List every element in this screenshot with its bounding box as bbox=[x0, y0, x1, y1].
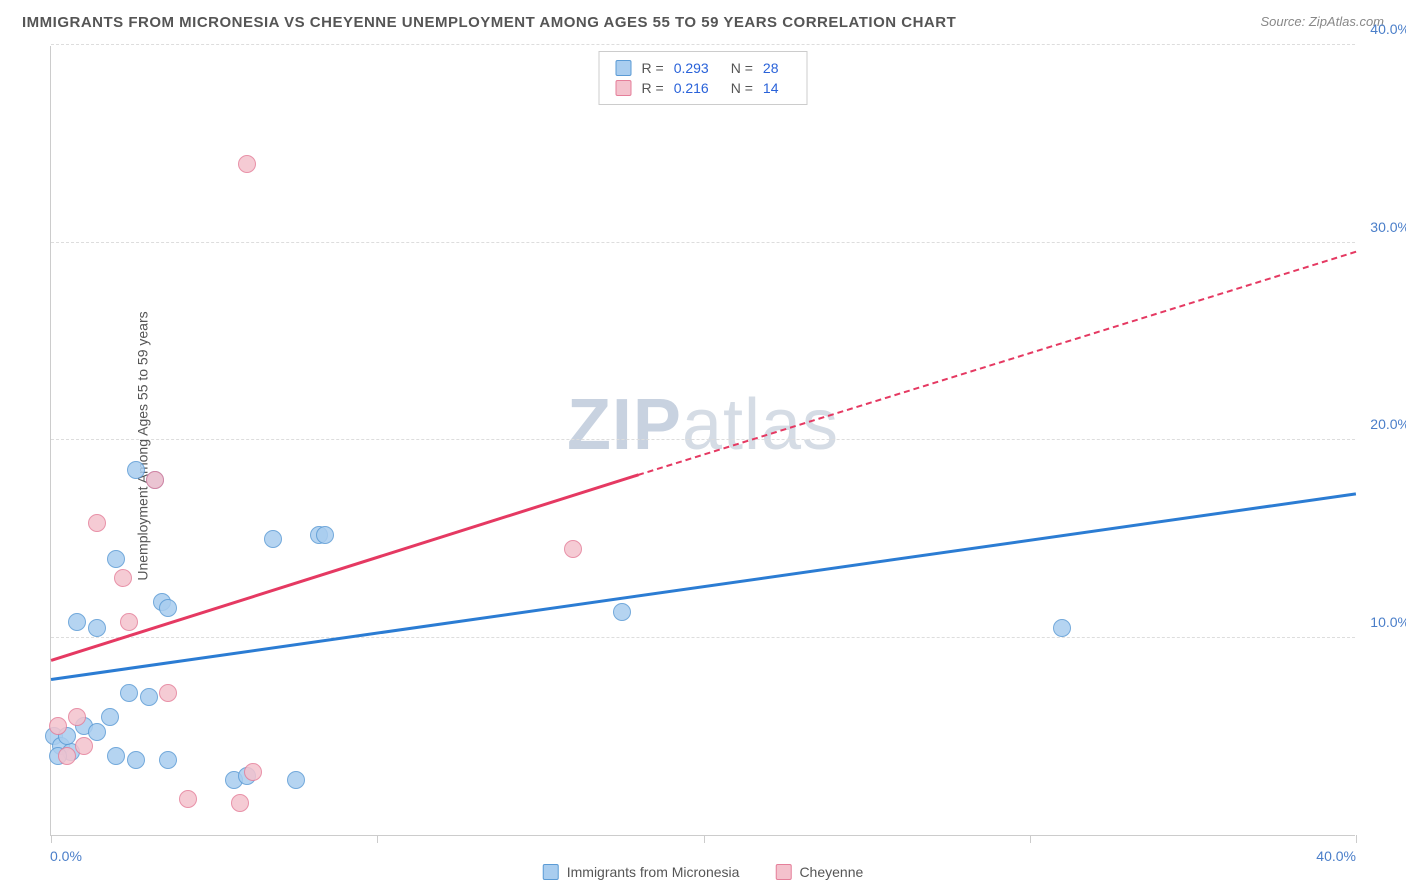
data-point bbox=[88, 723, 106, 741]
data-point bbox=[159, 751, 177, 769]
watermark-bold: ZIP bbox=[567, 385, 682, 465]
x-axis-tick bbox=[704, 835, 705, 843]
data-point bbox=[231, 794, 249, 812]
x-axis-tick-label-max: 40.0% bbox=[1316, 848, 1356, 864]
source-attribution: Source: ZipAtlas.com bbox=[1260, 14, 1384, 29]
legend-item: Cheyenne bbox=[775, 864, 863, 880]
stats-row: R = 0.293 N = 28 bbox=[616, 58, 791, 78]
data-point bbox=[120, 684, 138, 702]
data-point bbox=[58, 747, 76, 765]
x-axis-tick bbox=[377, 835, 378, 843]
x-axis-tick bbox=[1356, 835, 1357, 843]
plot-area: ZIPatlas R = 0.293 N = 28 R = 0.216 N = … bbox=[50, 46, 1355, 836]
series-swatch-icon bbox=[616, 60, 632, 76]
data-point bbox=[75, 737, 93, 755]
legend-label: Immigrants from Micronesia bbox=[567, 864, 740, 880]
y-axis-tick-label: 10.0% bbox=[1370, 614, 1406, 630]
data-point bbox=[564, 540, 582, 558]
x-axis-tick bbox=[51, 835, 52, 843]
gridline bbox=[51, 637, 1355, 638]
data-point bbox=[1053, 619, 1071, 637]
data-point bbox=[107, 550, 125, 568]
n-label: N = bbox=[731, 80, 753, 96]
r-value: 0.293 bbox=[674, 60, 709, 76]
data-point bbox=[101, 708, 119, 726]
legend-swatch-icon bbox=[543, 864, 559, 880]
n-value: 28 bbox=[763, 60, 779, 76]
legend-swatch-icon bbox=[775, 864, 791, 880]
legend-item: Immigrants from Micronesia bbox=[543, 864, 740, 880]
data-point bbox=[264, 530, 282, 548]
data-point bbox=[159, 684, 177, 702]
data-point bbox=[68, 708, 86, 726]
data-point bbox=[127, 751, 145, 769]
data-point bbox=[68, 613, 86, 631]
y-axis-tick-label: 20.0% bbox=[1370, 416, 1406, 432]
data-point bbox=[238, 155, 256, 173]
r-value: 0.216 bbox=[674, 80, 709, 96]
data-point bbox=[88, 514, 106, 532]
data-point bbox=[244, 763, 262, 781]
data-point bbox=[107, 747, 125, 765]
data-point bbox=[127, 461, 145, 479]
legend-label: Cheyenne bbox=[799, 864, 863, 880]
data-point bbox=[613, 603, 631, 621]
data-point bbox=[287, 771, 305, 789]
gridline bbox=[51, 44, 1355, 45]
bottom-legend: Immigrants from Micronesia Cheyenne bbox=[543, 864, 864, 880]
n-value: 14 bbox=[763, 80, 779, 96]
x-axis-tick-label-min: 0.0% bbox=[50, 848, 82, 864]
data-point bbox=[146, 471, 164, 489]
trend-line bbox=[51, 473, 639, 661]
chart-container: IMMIGRANTS FROM MICRONESIA VS CHEYENNE U… bbox=[0, 0, 1406, 892]
stats-row: R = 0.216 N = 14 bbox=[616, 78, 791, 98]
y-axis-tick-label: 30.0% bbox=[1370, 219, 1406, 235]
data-point bbox=[179, 790, 197, 808]
trend-line bbox=[51, 493, 1356, 681]
x-axis-tick bbox=[1030, 835, 1031, 843]
trend-line bbox=[638, 250, 1356, 475]
data-point bbox=[114, 569, 132, 587]
gridline bbox=[51, 439, 1355, 440]
r-label: R = bbox=[642, 80, 664, 96]
gridline bbox=[51, 242, 1355, 243]
stats-legend-box: R = 0.293 N = 28 R = 0.216 N = 14 bbox=[599, 51, 808, 105]
data-point bbox=[140, 688, 158, 706]
n-label: N = bbox=[731, 60, 753, 76]
y-axis-tick-label: 40.0% bbox=[1370, 21, 1406, 37]
data-point bbox=[49, 717, 67, 735]
series-swatch-icon bbox=[616, 80, 632, 96]
r-label: R = bbox=[642, 60, 664, 76]
data-point bbox=[159, 599, 177, 617]
data-point bbox=[120, 613, 138, 631]
chart-title: IMMIGRANTS FROM MICRONESIA VS CHEYENNE U… bbox=[22, 14, 956, 31]
data-point bbox=[316, 526, 334, 544]
data-point bbox=[88, 619, 106, 637]
